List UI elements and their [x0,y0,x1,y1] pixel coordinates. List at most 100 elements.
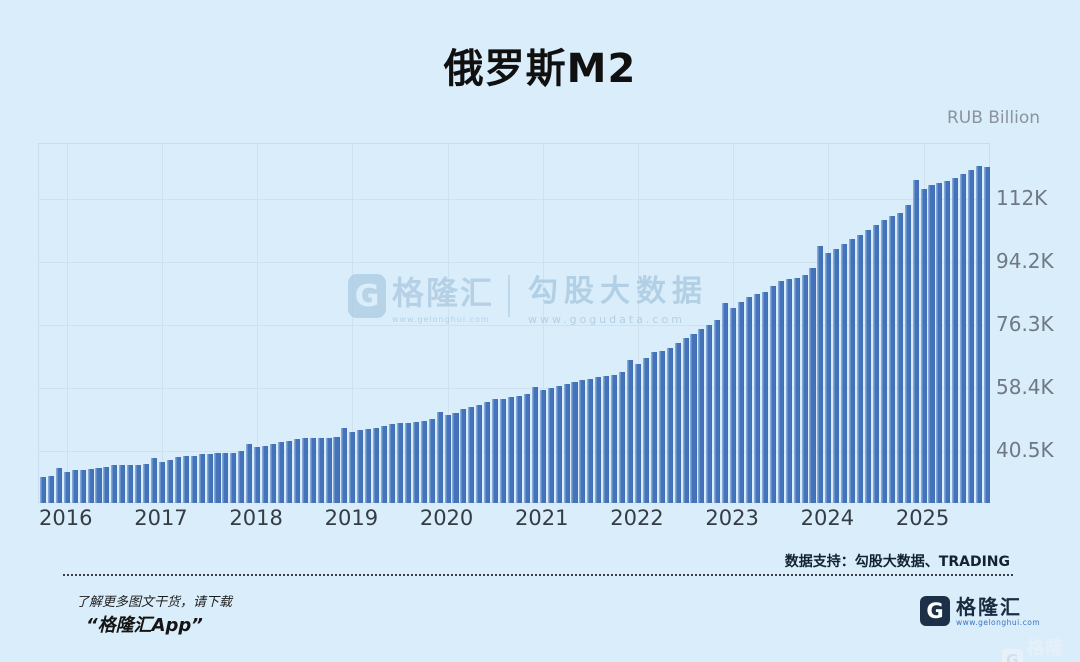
y-axis-unit-label: RUB Billion [946,108,1040,128]
bar-month-value [436,411,443,503]
bar-month-value [730,307,737,503]
bar-month-value [793,277,800,503]
bar-month-value [246,444,253,503]
gridline-horizontal [39,198,989,200]
y-tick-label: 40.5K [996,438,1054,463]
bar-month-value [523,393,530,503]
bar-month-value [166,459,173,503]
bar-month-value [507,397,515,503]
bar-month-value [127,465,134,503]
bar-month-value [381,425,388,503]
bar-month-value [626,360,634,503]
bar-month-value [864,229,872,503]
bar-month-value [976,165,983,503]
bar-month-value [420,420,427,503]
bar-month-value [103,466,110,503]
bar-month-value [896,213,903,503]
bar-month-value [39,477,47,503]
bar-month-value [738,302,745,503]
bar-month-value [404,422,411,503]
bar-month-value [690,334,697,503]
bar-month-value [349,432,356,503]
bar-month-value [968,169,975,503]
bar-month-value [714,319,721,503]
gelonghui-logo-text: 格隆汇 [956,595,1022,619]
bar-month-value [880,220,887,503]
x-year-label: 2025 [895,506,950,530]
y-tick-label: 94.2K [996,248,1054,273]
gridline-vertical [352,144,354,502]
gridline-vertical [161,144,163,502]
bar-month-value [500,398,507,503]
bar-month-value [722,303,729,503]
bar-month-value [444,415,451,503]
bar-month-value [150,458,158,503]
bar-month-value [587,378,594,503]
bar-month-value [135,464,142,503]
gelonghui-logo-icon: G [920,596,950,626]
bar-month-value [698,328,705,503]
bar-month-value [936,183,943,503]
y-tick-label: 58.4K [996,374,1054,399]
bar-month-value [817,246,824,503]
gridline-vertical [66,144,68,502]
bar-month-value [983,166,991,503]
bar-month-value [682,337,689,503]
y-tick-label: 112K [996,185,1048,210]
bar-month-value [230,452,237,503]
bar-month-value [198,454,205,503]
promo-text-line2: “格隆汇App” [86,615,203,636]
x-year-label: 2020 [419,506,474,530]
bar-month-value [254,447,261,503]
x-year-label: 2022 [610,506,664,530]
y-tick-label: 76.3K [996,311,1054,336]
bar-month-value [603,376,610,503]
bar-month-value [468,406,475,503]
bar-month-value [785,279,792,503]
bar-month-value [515,395,523,503]
bar-month-value [833,248,840,503]
bar-month-value [642,358,649,503]
x-year-label: 2024 [800,506,855,530]
bar-month-value [753,294,761,503]
bar-month-value [158,461,166,503]
bar-month-value [777,281,784,503]
bar-month-value [579,380,586,503]
bar-month-value [111,465,118,503]
bar-month-value [182,456,189,503]
gridline-vertical [542,144,544,502]
data-support-text: 数据支持：勾股大数据、TRADING [784,554,1010,570]
gridline-vertical [257,144,259,502]
bar-month-value [769,285,776,503]
bar-month-value [428,419,435,503]
chart-title: 俄罗斯M2 [443,46,637,92]
gridline-horizontal [39,261,989,263]
bar-month-value [71,470,78,503]
bar-month-value [285,441,292,503]
bar-month-value [309,437,316,503]
gridline-horizontal [39,387,989,389]
bar-month-value [293,438,300,503]
bar-month-value [492,399,499,503]
bar-month-value [706,325,713,503]
bar-month-value [595,377,602,503]
bar-month-value [484,402,491,503]
bar-month-value [190,455,197,503]
bar-month-value [79,470,86,503]
bar-month-value [563,383,570,503]
bar-month-value [357,430,364,503]
promo-text-line1: 了解更多图文干货，请下载 [76,595,233,610]
bar-month-value [317,438,324,503]
bar-month-value [174,457,181,503]
bar-month-value [619,371,626,503]
corner-watermark: G 格隆汇 [1002,634,1080,662]
bar-month-value [539,390,546,503]
bar-month-value [333,436,340,503]
bar-month-value [238,451,245,503]
bar-month-value [119,465,126,503]
bar-month-value [55,467,62,503]
gridline-vertical [637,144,639,502]
bar-month-value [888,215,895,503]
bar-month-value [277,442,285,503]
